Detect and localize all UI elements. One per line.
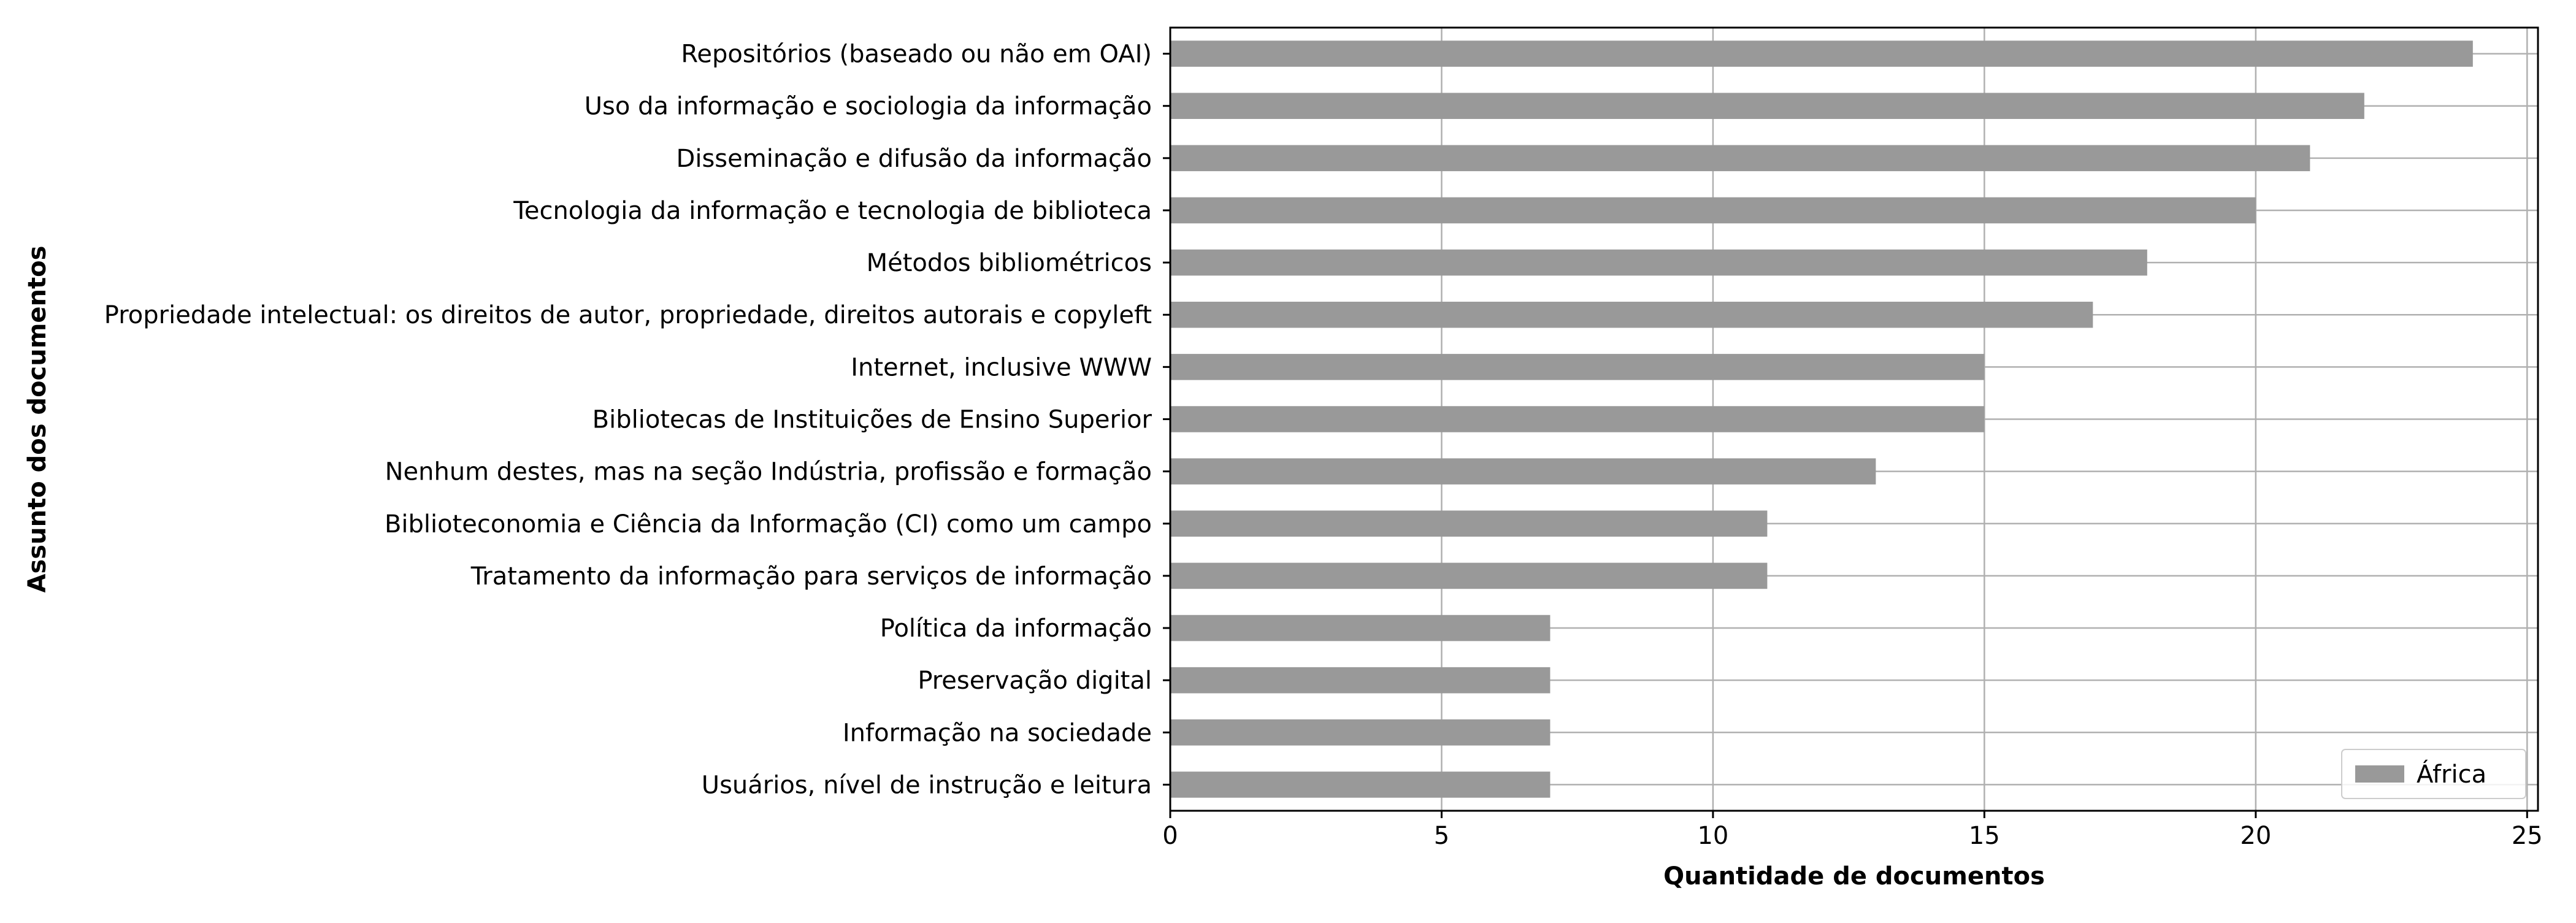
bar — [1170, 40, 2473, 67]
x-tick-label: 0 — [1162, 822, 1178, 850]
y-tick-label: Propriedade intelectual: os direitos de … — [104, 301, 1152, 329]
legend: África — [2341, 749, 2526, 799]
y-axis-title: Assunto dos documentos — [23, 246, 52, 593]
x-tick-label: 20 — [2240, 822, 2271, 850]
y-tick-label: Internet, inclusive WWW — [851, 353, 1152, 381]
x-tick-label: 25 — [2512, 822, 2543, 850]
bar — [1170, 667, 1551, 694]
y-tick-label: Tecnologia da informação e tecnologia de… — [513, 197, 1152, 225]
y-tick-label: Uso da informação e sociologia da inform… — [585, 93, 1152, 121]
bar — [1170, 249, 2147, 276]
bar — [1170, 719, 1551, 746]
y-tick-labels: Repositórios (baseado ou não em OAI) Uso … — [104, 40, 1170, 799]
bar — [1170, 510, 1768, 537]
bar — [1170, 772, 1551, 798]
y-tick-label: Repositórios (baseado ou não em OAI) — [681, 40, 1152, 69]
y-tick-label: Bibliotecas de Instituições de Ensino Su… — [592, 406, 1152, 434]
bar — [1170, 406, 1985, 432]
y-tick-label: Nenhum destes, mas na seção Indústria, p… — [385, 458, 1152, 486]
x-tick-labels: 0 5 10 15 20 25 — [1162, 811, 2543, 850]
y-tick-label: Política da informação — [880, 615, 1152, 643]
x-tick-label: 5 — [1434, 822, 1449, 850]
y-tick-label: Métodos bibliométricos — [867, 249, 1152, 277]
legend-swatch — [2355, 765, 2404, 783]
x-tick-label: 15 — [1969, 822, 2000, 850]
y-tick-label: Tratamento da informação para serviços d… — [470, 562, 1152, 591]
bar — [1170, 197, 2256, 224]
legend-label: África — [2417, 759, 2486, 789]
y-tick-label: Preservação digital — [918, 667, 1152, 695]
y-tick-label: Usuários, nível de instrução e leitura — [702, 771, 1152, 799]
legend-box — [2341, 749, 2526, 799]
bar — [1170, 145, 2310, 172]
bar — [1170, 93, 2364, 119]
bar — [1170, 458, 1876, 484]
x-tick-label: 10 — [1697, 822, 1728, 850]
y-tick-label: Biblioteconomia e Ciência da Informação … — [385, 510, 1152, 538]
bar — [1170, 354, 1985, 380]
bar — [1170, 615, 1551, 642]
bar — [1170, 301, 2093, 328]
y-tick-label: Disseminação e difusão da informação — [677, 145, 1152, 173]
x-axis-title: Quantidade de documentos — [1663, 862, 2045, 890]
y-tick-label: Informação na sociedade — [843, 719, 1152, 747]
bar — [1170, 562, 1768, 589]
bars — [1170, 40, 2473, 798]
